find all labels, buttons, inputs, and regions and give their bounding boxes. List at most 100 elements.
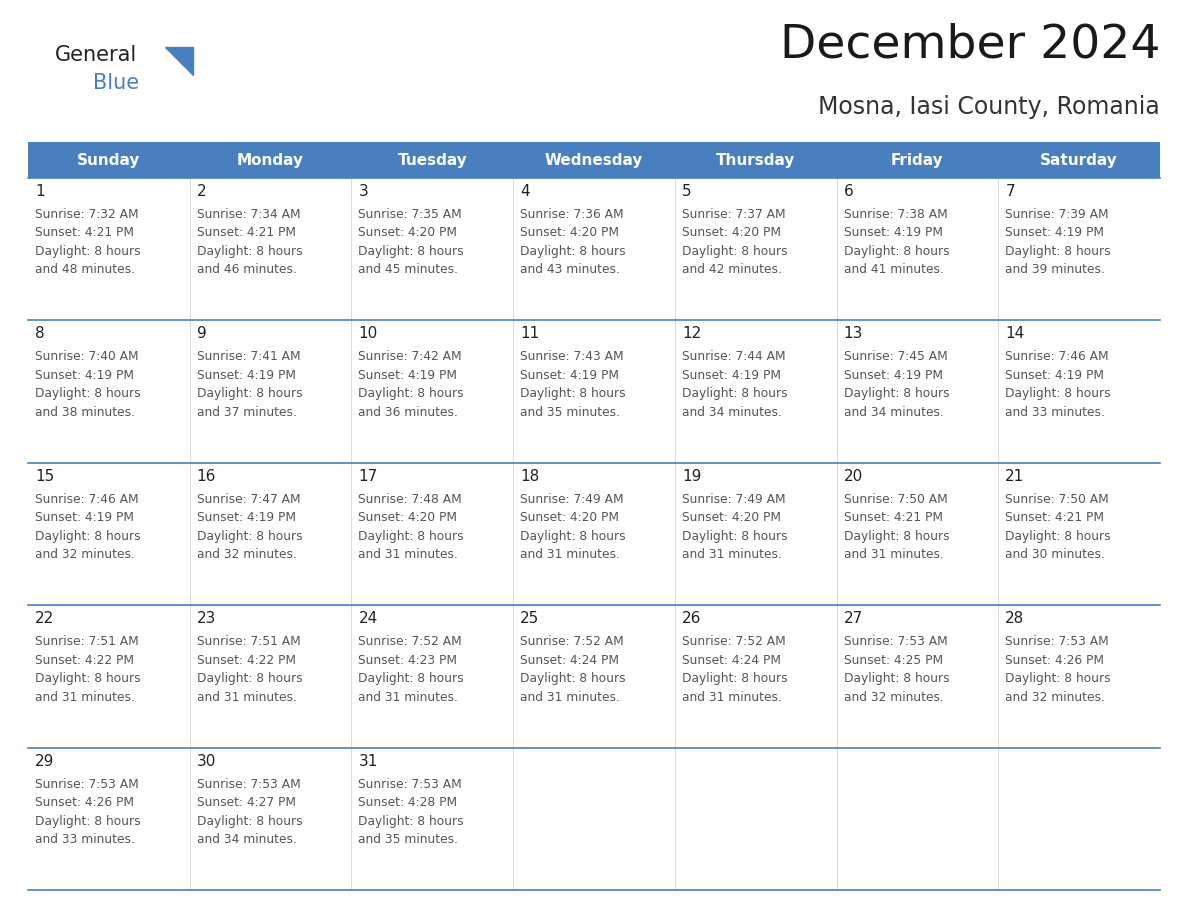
Bar	[675, 178, 836, 320]
Text: Daylight: 8 hours: Daylight: 8 hours	[359, 245, 465, 258]
Text: and 31 minutes.: and 31 minutes.	[682, 548, 782, 561]
Text: 11: 11	[520, 327, 539, 341]
Text: Daylight: 8 hours: Daylight: 8 hours	[1005, 387, 1111, 400]
Text: Sunrise: 7:51 AM: Sunrise: 7:51 AM	[34, 635, 139, 648]
Text: Sunset: 4:20 PM: Sunset: 4:20 PM	[520, 227, 619, 240]
Text: and 31 minutes.: and 31 minutes.	[520, 690, 620, 704]
Text: Daylight: 8 hours: Daylight: 8 hours	[682, 530, 788, 543]
Text: 8: 8	[34, 327, 45, 341]
Text: and 48 minutes.: and 48 minutes.	[34, 263, 135, 276]
Text: 30: 30	[197, 754, 216, 768]
Text: Sunset: 4:19 PM: Sunset: 4:19 PM	[520, 369, 619, 382]
Text: and 31 minutes.: and 31 minutes.	[359, 548, 459, 561]
Text: 22: 22	[34, 611, 55, 626]
Bar	[190, 747, 352, 890]
Text: 6: 6	[843, 184, 853, 199]
Text: 26: 26	[682, 611, 701, 626]
Text: Sunset: 4:24 PM: Sunset: 4:24 PM	[520, 654, 619, 666]
Text: 18: 18	[520, 469, 539, 484]
Text: Daylight: 8 hours: Daylight: 8 hours	[359, 814, 465, 828]
Text: Sunset: 4:19 PM: Sunset: 4:19 PM	[197, 369, 296, 382]
Text: Sunset: 4:19 PM: Sunset: 4:19 PM	[1005, 369, 1105, 382]
Text: Sunset: 4:23 PM: Sunset: 4:23 PM	[359, 654, 457, 666]
Text: Daylight: 8 hours: Daylight: 8 hours	[34, 672, 140, 685]
Text: Sunset: 4:22 PM: Sunset: 4:22 PM	[197, 654, 296, 666]
Text: Daylight: 8 hours: Daylight: 8 hours	[682, 245, 788, 258]
Text: and 35 minutes.: and 35 minutes.	[359, 834, 459, 846]
Bar	[998, 463, 1159, 605]
Text: 14: 14	[1005, 327, 1024, 341]
Text: Daylight: 8 hours: Daylight: 8 hours	[197, 245, 302, 258]
Text: and 33 minutes.: and 33 minutes.	[1005, 406, 1105, 419]
Text: Sunrise: 7:49 AM: Sunrise: 7:49 AM	[520, 493, 624, 506]
Text: and 41 minutes.: and 41 minutes.	[843, 263, 943, 276]
Text: General: General	[55, 45, 138, 65]
Bar	[675, 747, 836, 890]
Bar	[998, 320, 1159, 463]
Bar	[675, 605, 836, 747]
Text: Sunrise: 7:32 AM: Sunrise: 7:32 AM	[34, 208, 139, 221]
Text: 17: 17	[359, 469, 378, 484]
Text: Daylight: 8 hours: Daylight: 8 hours	[197, 814, 302, 828]
Text: Daylight: 8 hours: Daylight: 8 hours	[682, 387, 788, 400]
Text: 20: 20	[843, 469, 862, 484]
Text: and 31 minutes.: and 31 minutes.	[843, 548, 943, 561]
Text: 10: 10	[359, 327, 378, 341]
Bar	[513, 747, 675, 890]
Text: Daylight: 8 hours: Daylight: 8 hours	[359, 530, 465, 543]
Text: Sunrise: 7:50 AM: Sunrise: 7:50 AM	[843, 493, 947, 506]
Text: Sunrise: 7:37 AM: Sunrise: 7:37 AM	[682, 208, 785, 221]
Text: Sunrise: 7:40 AM: Sunrise: 7:40 AM	[34, 351, 139, 364]
Text: Daylight: 8 hours: Daylight: 8 hours	[520, 672, 626, 685]
Bar	[675, 320, 836, 463]
Text: Daylight: 8 hours: Daylight: 8 hours	[359, 387, 465, 400]
Text: Sunrise: 7:44 AM: Sunrise: 7:44 AM	[682, 351, 785, 364]
Text: Daylight: 8 hours: Daylight: 8 hours	[1005, 672, 1111, 685]
Text: 28: 28	[1005, 611, 1024, 626]
Text: and 31 minutes.: and 31 minutes.	[359, 690, 459, 704]
Text: Sunrise: 7:51 AM: Sunrise: 7:51 AM	[197, 635, 301, 648]
Text: Daylight: 8 hours: Daylight: 8 hours	[34, 387, 140, 400]
Text: Sunset: 4:26 PM: Sunset: 4:26 PM	[1005, 654, 1105, 666]
Text: 12: 12	[682, 327, 701, 341]
Text: and 33 minutes.: and 33 minutes.	[34, 834, 135, 846]
Text: December 2024: December 2024	[779, 22, 1159, 67]
Text: and 37 minutes.: and 37 minutes.	[197, 406, 297, 419]
Text: Mosna, Iasi County, Romania: Mosna, Iasi County, Romania	[819, 95, 1159, 119]
Text: 1: 1	[34, 184, 45, 199]
Text: and 38 minutes.: and 38 minutes.	[34, 406, 135, 419]
Text: Daylight: 8 hours: Daylight: 8 hours	[197, 530, 302, 543]
Text: Sunset: 4:19 PM: Sunset: 4:19 PM	[843, 227, 942, 240]
Bar	[352, 463, 513, 605]
Text: Sunrise: 7:45 AM: Sunrise: 7:45 AM	[843, 351, 947, 364]
Text: Sunday: Sunday	[77, 152, 140, 167]
Text: Sunset: 4:20 PM: Sunset: 4:20 PM	[682, 227, 781, 240]
Bar	[513, 178, 675, 320]
Text: Daylight: 8 hours: Daylight: 8 hours	[843, 245, 949, 258]
Bar	[190, 605, 352, 747]
Text: Sunrise: 7:52 AM: Sunrise: 7:52 AM	[520, 635, 624, 648]
Text: Sunrise: 7:52 AM: Sunrise: 7:52 AM	[359, 635, 462, 648]
Text: Saturday: Saturday	[1041, 152, 1118, 167]
Bar	[513, 463, 675, 605]
Bar	[352, 320, 513, 463]
Text: and 32 minutes.: and 32 minutes.	[197, 548, 297, 561]
Text: 13: 13	[843, 327, 862, 341]
Text: and 31 minutes.: and 31 minutes.	[520, 548, 620, 561]
Bar	[29, 605, 190, 747]
Bar	[513, 320, 675, 463]
Text: and 46 minutes.: and 46 minutes.	[197, 263, 297, 276]
Bar	[998, 747, 1159, 890]
Text: 2: 2	[197, 184, 207, 199]
Text: Daylight: 8 hours: Daylight: 8 hours	[1005, 245, 1111, 258]
Text: Sunset: 4:19 PM: Sunset: 4:19 PM	[682, 369, 781, 382]
Text: and 30 minutes.: and 30 minutes.	[1005, 548, 1105, 561]
Text: Sunset: 4:27 PM: Sunset: 4:27 PM	[197, 796, 296, 809]
Text: Sunset: 4:28 PM: Sunset: 4:28 PM	[359, 796, 457, 809]
Text: and 36 minutes.: and 36 minutes.	[359, 406, 459, 419]
Text: and 34 minutes.: and 34 minutes.	[682, 406, 782, 419]
Text: Sunrise: 7:41 AM: Sunrise: 7:41 AM	[197, 351, 301, 364]
Text: and 34 minutes.: and 34 minutes.	[843, 406, 943, 419]
Text: 4: 4	[520, 184, 530, 199]
Text: 16: 16	[197, 469, 216, 484]
